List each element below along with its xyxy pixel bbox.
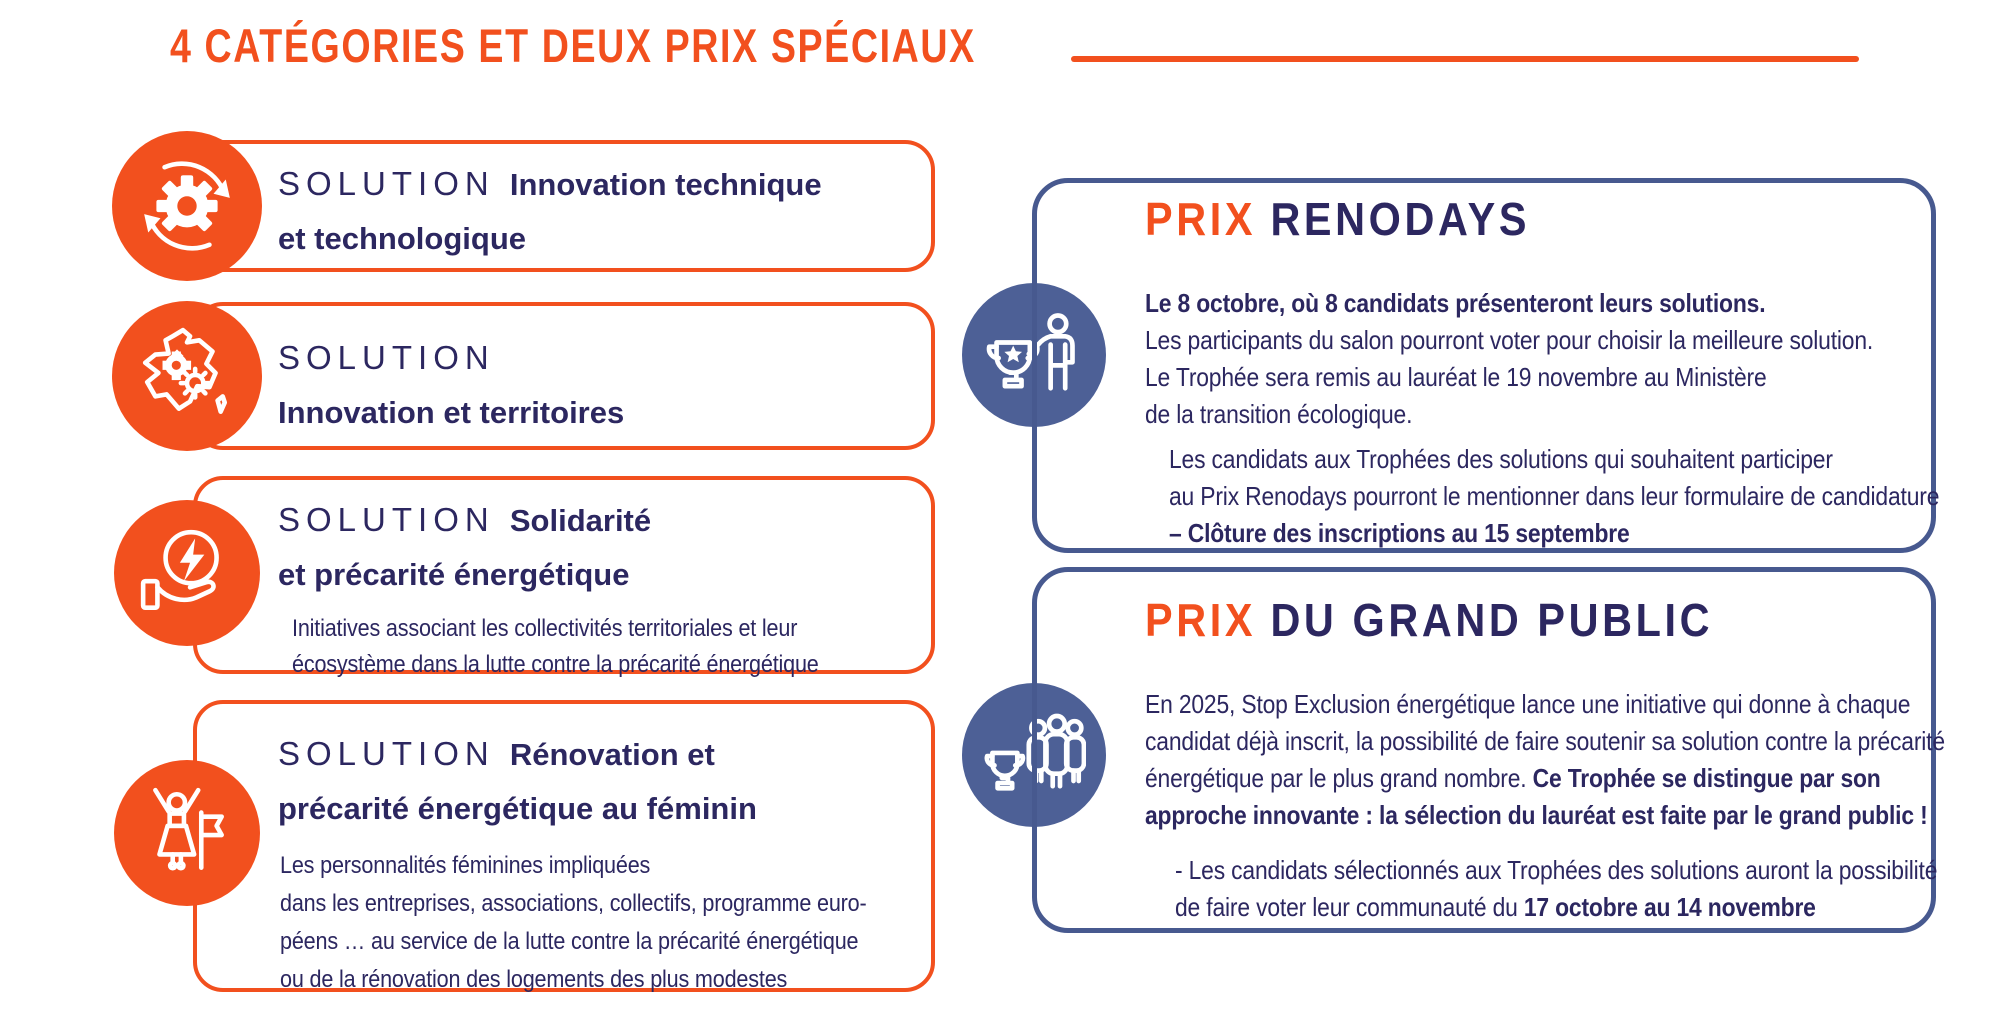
category-icon-circle bbox=[112, 301, 262, 451]
prize-paragraph: Le 8 octobre, où 8 candidats présenteron… bbox=[1145, 288, 1874, 429]
page-title: 4 CATÉGORIES ET DEUX PRIX SPÉCIAUX bbox=[170, 19, 976, 72]
prize-card-grand-public: PRIX DU GRAND PUBLIC En 2025, Stop Exclus… bbox=[1032, 567, 1945, 933]
category-heading: SOLUTION Innovation et territoires bbox=[278, 339, 625, 430]
prize-card-renodays: PRIX RENODAYS Le 8 octobre, où 8 candidat… bbox=[1032, 178, 1940, 553]
category-icon-circle bbox=[114, 760, 260, 906]
trophy-person-icon bbox=[986, 313, 1075, 391]
category-heading: SOLUTION Solidarité et précarité énergéti… bbox=[278, 501, 652, 592]
gear-cycle-icon bbox=[144, 161, 230, 251]
prize-title: PRIX RENODAYS bbox=[1145, 193, 1915, 245]
prize-title-accent: PRIX bbox=[1145, 594, 1257, 646]
prize-paragraph: - Les candidats sélectionnés aux Trophée… bbox=[1175, 855, 1938, 922]
category-card-innovation-technique: SOLUTION Innovation technique et technolo… bbox=[193, 140, 935, 272]
prize-paragraph: En 2025, Stop Exclusion énergétique lanc… bbox=[1145, 689, 1945, 830]
category-icon-circle bbox=[114, 500, 260, 646]
france-map-icon bbox=[142, 327, 228, 414]
category-heading: SOLUTION Innovation technique et technolo… bbox=[278, 165, 822, 256]
category-description: Initiatives associant les collectivités … bbox=[292, 615, 819, 678]
title-rule bbox=[1071, 56, 1859, 62]
category-card-innovation-territoires: SOLUTION Innovation et territoires bbox=[193, 302, 935, 450]
category-card-renovation-feminin: SOLUTION Rénovation et précarité énergéti… bbox=[193, 700, 935, 993]
trophy-group-icon bbox=[984, 713, 1086, 791]
category-description: Les personnalités féminines impliquées d… bbox=[280, 852, 867, 993]
prize-paragraph: Les candidats aux Trophées des solutions… bbox=[1169, 444, 1940, 548]
category-card-solidarite: SOLUTION Solidarité et précarité énergéti… bbox=[193, 476, 935, 678]
woman-flag-icon bbox=[153, 787, 224, 871]
prize-title-rest: DU GRAND PUBLIC bbox=[1270, 594, 1714, 646]
prize-title-accent: PRIX bbox=[1145, 193, 1257, 245]
prize-title-rest: RENODAYS bbox=[1270, 193, 1531, 245]
category-heading: SOLUTION Rénovation et précarité énergéti… bbox=[278, 735, 757, 826]
category-icon-circle bbox=[112, 131, 262, 281]
prize-title: PRIX DU GRAND PUBLIC bbox=[1145, 594, 1915, 646]
energy-hand-icon bbox=[140, 529, 219, 610]
